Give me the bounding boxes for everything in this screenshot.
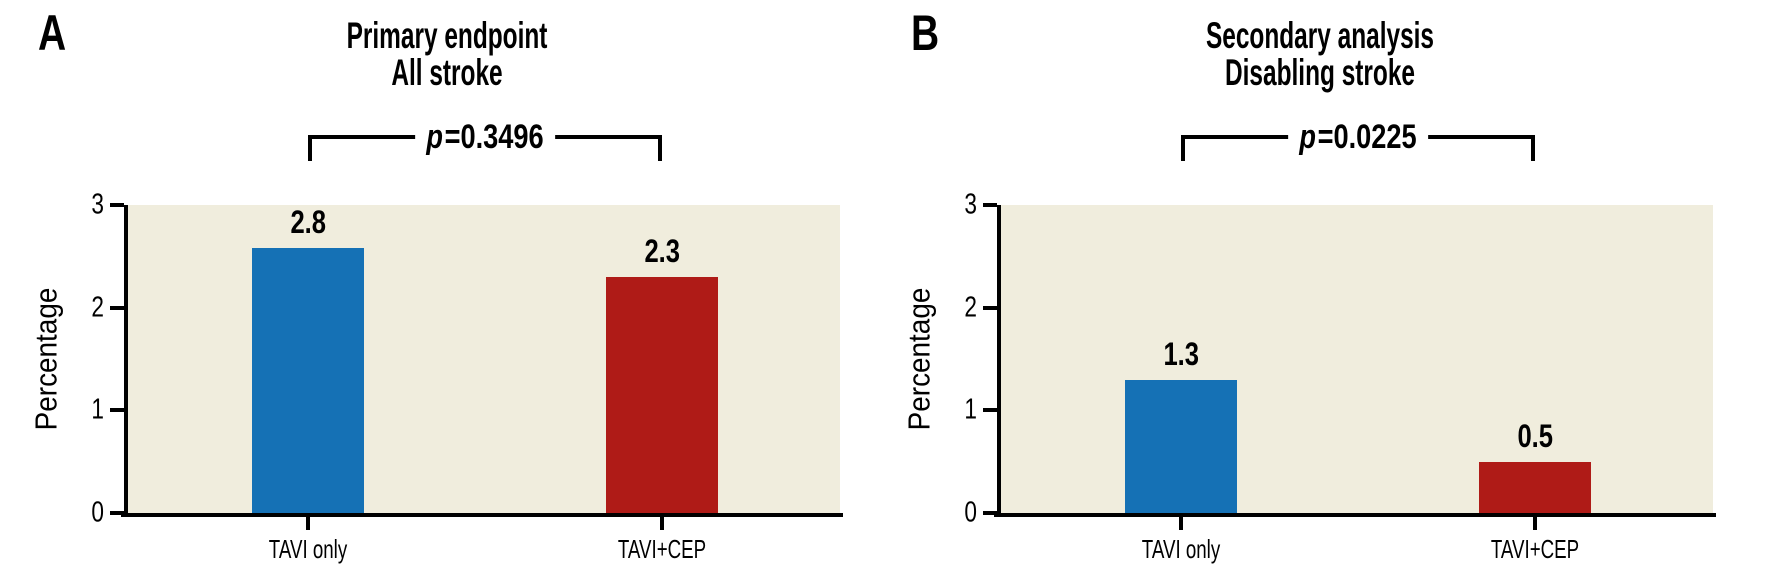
bar-value-label: 2.3 [644, 232, 680, 269]
bar-tavi-cep [606, 276, 718, 513]
y-axis-line [997, 205, 1001, 517]
bracket-tick-left [308, 135, 312, 161]
x-label-tavi-only: TAVI only [1141, 534, 1221, 564]
bar-tavi-only [252, 248, 365, 513]
panel-letter-text: B [911, 5, 940, 61]
y-tick-label: 3 [964, 188, 977, 221]
y-tick-mark [110, 511, 124, 515]
bar-tavi-only [1125, 379, 1238, 513]
x-axis-line [121, 513, 843, 517]
y-axis-label: Percentage [901, 287, 937, 431]
panel-letter: B [911, 8, 947, 58]
chart-title-line1: Secondary analysis [1205, 15, 1435, 56]
bar-group-tavi-cep: 0.5 [1479, 205, 1591, 513]
y-tick-label: 2 [964, 291, 977, 324]
bar-group-tavi-cep: 2.3 [606, 205, 718, 513]
p-symbol: p [1299, 118, 1316, 156]
bar-tavi-cep [1479, 461, 1591, 513]
x-label-tavi-cep: TAVI+CEP [617, 534, 707, 564]
y-axis-line [124, 205, 128, 517]
panel-letter: A [38, 8, 74, 58]
bar-group-tavi-only: 2.8 [252, 204, 365, 513]
significance-bracket: p=0.3496 [308, 116, 662, 161]
chart-title-line1: Primary endpoint [346, 15, 548, 56]
plot-area: 1.3 0.5 TAVI only TAVI+CEP 0 1 2 3 [964, 190, 1716, 563]
p-value-text: =0.3496 [444, 118, 544, 156]
y-tick-label: 3 [91, 188, 104, 221]
y-tick-mark [110, 408, 124, 413]
x-tick-tavi-only [1179, 517, 1184, 530]
x-tick-tavi-only [306, 517, 311, 530]
bracket-tick-right [1531, 135, 1535, 161]
y-tick-label: 0 [91, 496, 104, 529]
x-label-tavi-cep: TAVI+CEP [1490, 534, 1580, 564]
y-tick-mark [983, 203, 997, 207]
bar-value-label: 0.5 [1517, 417, 1553, 454]
p-value-text: =0.0225 [1317, 118, 1417, 156]
bar-value-label: 1.3 [1163, 335, 1199, 372]
y-tick-label: 2 [91, 291, 104, 324]
panel-letter-text: A [38, 5, 67, 61]
x-tick-tavi-cep [1533, 517, 1537, 530]
y-tick-mark [110, 203, 124, 207]
chart-title: Primary endpoint All stroke [0, 17, 894, 91]
y-tick-mark [983, 305, 997, 310]
y-axis-label: Percentage [28, 287, 64, 431]
p-symbol: p [426, 118, 443, 156]
bar-value-label: 2.8 [290, 204, 326, 240]
y-tick-label: 0 [964, 496, 977, 529]
plot-area: 2.8 2.3 TAVI only TAVI+CEP 0 1 2 3 [91, 190, 843, 563]
p-value-label: p=0.3496 [415, 116, 555, 158]
chart-title: Secondary analysis Disabling stroke [873, 17, 1767, 91]
x-tick-tavi-cep [660, 517, 664, 530]
p-value-label: p=0.0225 [1288, 116, 1428, 158]
bracket-tick-right [658, 135, 662, 161]
panel-b: B Secondary analysis Disabling stroke p=… [873, 0, 1759, 570]
panel-a: A Primary endpoint All stroke p=0.3496 P… [0, 0, 886, 570]
y-tick-mark [983, 408, 997, 413]
bar-group-tavi-only: 1.3 [1125, 205, 1238, 513]
chart-title-line2: Disabling stroke [1225, 52, 1415, 93]
x-axis-line [994, 513, 1716, 517]
y-tick-mark [983, 511, 997, 515]
x-label-tavi-only: TAVI only [268, 534, 348, 564]
y-tick-label: 1 [91, 393, 104, 426]
bracket-tick-left [1181, 135, 1185, 161]
y-tick-label: 1 [964, 393, 977, 426]
significance-bracket: p=0.0225 [1181, 116, 1535, 161]
y-tick-mark [110, 305, 124, 310]
chart-title-line2: All stroke [391, 52, 503, 93]
